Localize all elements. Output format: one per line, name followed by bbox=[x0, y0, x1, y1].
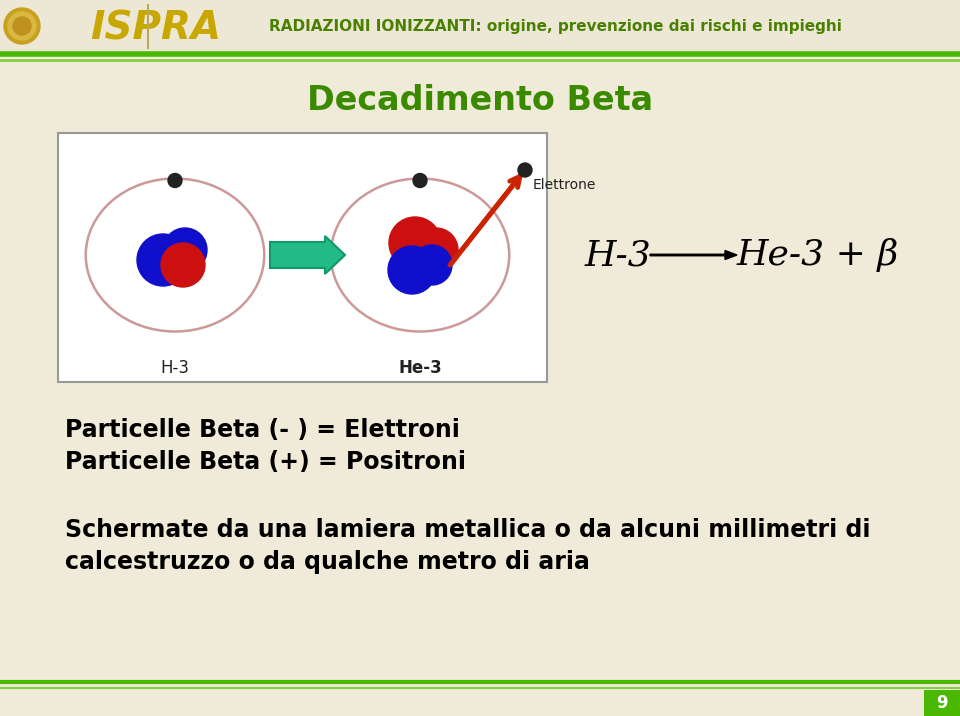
Circle shape bbox=[13, 17, 31, 35]
Circle shape bbox=[414, 228, 458, 272]
Circle shape bbox=[168, 173, 182, 188]
Circle shape bbox=[413, 173, 427, 188]
Text: ISPRA: ISPRA bbox=[90, 9, 221, 47]
Circle shape bbox=[412, 245, 452, 285]
Circle shape bbox=[4, 8, 40, 44]
FancyBboxPatch shape bbox=[0, 690, 960, 716]
FancyBboxPatch shape bbox=[0, 0, 960, 52]
Circle shape bbox=[163, 228, 207, 272]
Text: 9: 9 bbox=[936, 694, 948, 712]
FancyArrow shape bbox=[650, 251, 737, 259]
Circle shape bbox=[8, 12, 36, 40]
FancyArrow shape bbox=[270, 236, 345, 274]
Text: RADIAZIONI IONIZZANTI: origine, prevenzione dai rischi e impieghi: RADIAZIONI IONIZZANTI: origine, prevenzi… bbox=[269, 19, 841, 34]
Circle shape bbox=[389, 217, 441, 269]
Text: He-3: He-3 bbox=[398, 359, 442, 377]
Circle shape bbox=[137, 234, 189, 286]
Text: Particelle Beta (- ) = Elettroni: Particelle Beta (- ) = Elettroni bbox=[65, 418, 460, 442]
Circle shape bbox=[161, 243, 205, 287]
Text: Decadimento Beta: Decadimento Beta bbox=[307, 84, 653, 117]
FancyBboxPatch shape bbox=[58, 133, 547, 382]
Text: He-3 + β: He-3 + β bbox=[737, 238, 900, 272]
Circle shape bbox=[518, 163, 532, 177]
Text: Schermate da una lamiera metallica o da alcuni millimetri di: Schermate da una lamiera metallica o da … bbox=[65, 518, 871, 542]
FancyBboxPatch shape bbox=[924, 690, 960, 716]
Text: H-3: H-3 bbox=[585, 238, 652, 272]
Text: calcestruzzo o da qualche metro di aria: calcestruzzo o da qualche metro di aria bbox=[65, 550, 589, 574]
Text: Elettrone: Elettrone bbox=[533, 178, 596, 192]
Circle shape bbox=[388, 246, 436, 294]
Text: Particelle Beta (+) = Positroni: Particelle Beta (+) = Positroni bbox=[65, 450, 466, 474]
Text: H-3: H-3 bbox=[160, 359, 189, 377]
